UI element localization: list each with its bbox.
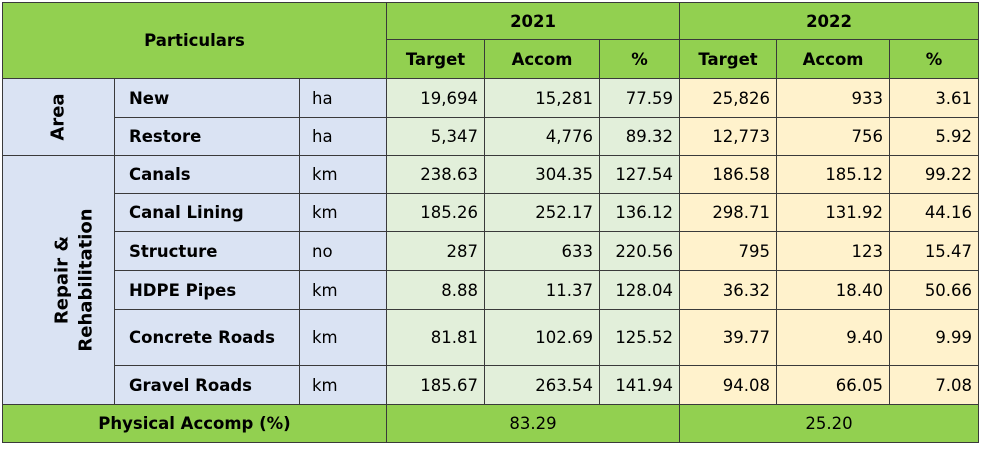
physical-accomp-label: Physical Accomp (%) <box>1 404 388 443</box>
pct-2022-cell: 99.22 <box>889 155 980 194</box>
accomplishment-table: Particulars 2021 2022 Target Accom % Tar… <box>1 2 980 443</box>
target-2022-cell: 186.58 <box>679 155 778 194</box>
row-label: Gravel Roads <box>114 365 300 405</box>
pct-2021-cell: 89.32 <box>599 117 681 156</box>
target-2022-cell: 94.08 <box>679 365 778 405</box>
pct-2021-cell: 220.56 <box>599 231 681 271</box>
target-2021-cell: 185.26 <box>386 193 486 232</box>
accom-2021-cell: 11.37 <box>484 270 601 310</box>
table-row: Restore ha 5,347 4,776 89.32 12,773 756 … <box>3 117 980 156</box>
year-2022-header: 2022 <box>679 2 980 40</box>
row-unit: km <box>298 270 388 310</box>
accom-2021-cell: 633 <box>484 231 601 271</box>
pct-2021-cell: 127.54 <box>599 155 681 194</box>
header-row-years: Particulars 2021 2022 <box>1 2 980 79</box>
accom-2022-cell: 18.40 <box>776 270 891 310</box>
accom-2021-cell: 252.17 <box>484 193 601 232</box>
row-label: Restore <box>114 117 300 156</box>
table-row: Concrete Roads km 81.81 102.69 125.52 39… <box>3 309 980 366</box>
row-label: Canal Lining <box>114 193 300 232</box>
row-unit: km <box>298 309 388 366</box>
section-repair-line2: Rehabilitation <box>75 208 97 352</box>
target-2021-cell: 287 <box>386 231 486 271</box>
pct-2021-cell: 141.94 <box>599 365 681 405</box>
target-2021-cell: 19,694 <box>386 78 486 118</box>
target-2021-cell: 5,347 <box>386 117 486 156</box>
table-row: Repair & Rehabilitation Canals km 238.63… <box>2 155 980 405</box>
year-2021-header: 2021 <box>386 2 681 40</box>
section-repair-rehab-label: Repair & Rehabilitation <box>51 208 99 351</box>
accom-2022-cell: 66.05 <box>776 365 891 405</box>
pct-2021-header: % <box>599 39 681 79</box>
row-unit: km <box>298 155 388 194</box>
accom-2021-cell: 15,281 <box>484 78 601 118</box>
row-label: Structure <box>114 231 300 271</box>
pct-2022-cell: 5.92 <box>889 117 980 156</box>
target-2021-cell: 238.63 <box>386 155 486 194</box>
pct-2022-header: % <box>889 39 980 79</box>
physical-accomp-2021: 83.29 <box>386 404 681 443</box>
particulars-header: Particulars <box>1 2 388 79</box>
row-label: Concrete Roads <box>114 309 300 366</box>
target-2022-cell: 36.32 <box>679 270 778 310</box>
pct-2021-cell: 125.52 <box>599 309 681 366</box>
accom-2021-cell: 304.35 <box>484 155 601 194</box>
target-2022-cell: 298.71 <box>679 193 778 232</box>
accom-2022-cell: 9.40 <box>776 309 891 366</box>
accom-2021-header: Accom <box>484 39 601 79</box>
pct-2022-cell: 50.66 <box>889 270 980 310</box>
accom-2022-cell: 123 <box>776 231 891 271</box>
accom-2022-cell: 131.92 <box>776 193 891 232</box>
target-2021-cell: 8.88 <box>386 270 486 310</box>
physical-accomp-2022: 25.20 <box>679 404 980 443</box>
row-label: Canals <box>114 155 300 194</box>
target-2021-header: Target <box>386 39 486 79</box>
pct-2022-cell: 44.16 <box>889 193 980 232</box>
row-label: HDPE Pipes <box>114 270 300 310</box>
target-2022-cell: 25,826 <box>679 78 778 118</box>
row-unit: no <box>298 231 388 271</box>
table-row: Structure no 287 633 220.56 795 123 15.4… <box>3 231 980 271</box>
accom-2022-cell: 185.12 <box>776 155 891 194</box>
section-area-label: Area <box>47 93 69 141</box>
row-unit: km <box>298 193 388 232</box>
pct-2022-cell: 15.47 <box>889 231 980 271</box>
target-2022-cell: 12,773 <box>679 117 778 156</box>
pct-2022-cell: 7.08 <box>889 365 980 405</box>
table-row: HDPE Pipes km 8.88 11.37 128.04 36.32 18… <box>3 270 980 310</box>
row-unit: ha <box>298 78 388 118</box>
accom-2021-cell: 263.54 <box>484 365 601 405</box>
pct-2022-cell: 9.99 <box>889 309 980 366</box>
target-2022-header: Target <box>679 39 778 79</box>
target-2021-cell: 81.81 <box>386 309 486 366</box>
row-unit: ha <box>298 117 388 156</box>
target-2022-cell: 795 <box>679 231 778 271</box>
row-unit: km <box>298 365 388 405</box>
table-row: Canal Lining km 185.26 252.17 136.12 298… <box>3 193 980 232</box>
section-repair-line1: Repair & <box>51 235 73 325</box>
table-row: Gravel Roads km 185.67 263.54 141.94 94.… <box>3 365 980 405</box>
accom-2021-cell: 4,776 <box>484 117 601 156</box>
accom-2021-cell: 102.69 <box>484 309 601 366</box>
target-2022-cell: 39.77 <box>679 309 778 366</box>
section-area: Area <box>2 78 115 156</box>
row-label: New <box>114 78 300 118</box>
pct-2022-cell: 3.61 <box>889 78 980 118</box>
accom-2022-cell: 756 <box>776 117 891 156</box>
pct-2021-cell: 128.04 <box>599 270 681 310</box>
footer-row: Physical Accomp (%) 83.29 25.20 <box>1 404 980 443</box>
accom-2022-cell: 933 <box>776 78 891 118</box>
target-2021-cell: 185.67 <box>386 365 486 405</box>
pct-2021-cell: 136.12 <box>599 193 681 232</box>
section-repair-rehab: Repair & Rehabilitation <box>2 155 115 405</box>
header-row-sub: Target Accom % Target Accom % <box>3 39 980 79</box>
pct-2021-cell: 77.59 <box>599 78 681 118</box>
accom-2022-header: Accom <box>776 39 891 79</box>
table-row: Area New ha 19,694 15,281 77.59 25,826 9… <box>2 78 980 156</box>
